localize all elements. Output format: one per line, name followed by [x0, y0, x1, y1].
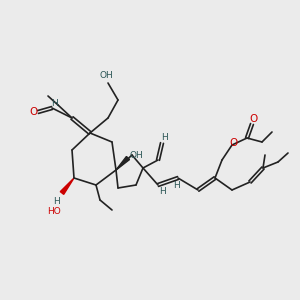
Text: O: O: [230, 138, 238, 148]
Text: H: H: [54, 196, 60, 206]
Text: H: H: [172, 181, 179, 190]
Polygon shape: [116, 156, 130, 170]
Text: HO: HO: [47, 206, 61, 215]
Text: H: H: [52, 98, 58, 107]
Text: OH: OH: [129, 152, 143, 160]
Polygon shape: [60, 178, 74, 194]
Text: H: H: [160, 134, 167, 142]
Text: H: H: [159, 187, 165, 196]
Text: O: O: [250, 114, 258, 124]
Text: O: O: [29, 107, 37, 117]
Text: OH: OH: [99, 71, 113, 80]
